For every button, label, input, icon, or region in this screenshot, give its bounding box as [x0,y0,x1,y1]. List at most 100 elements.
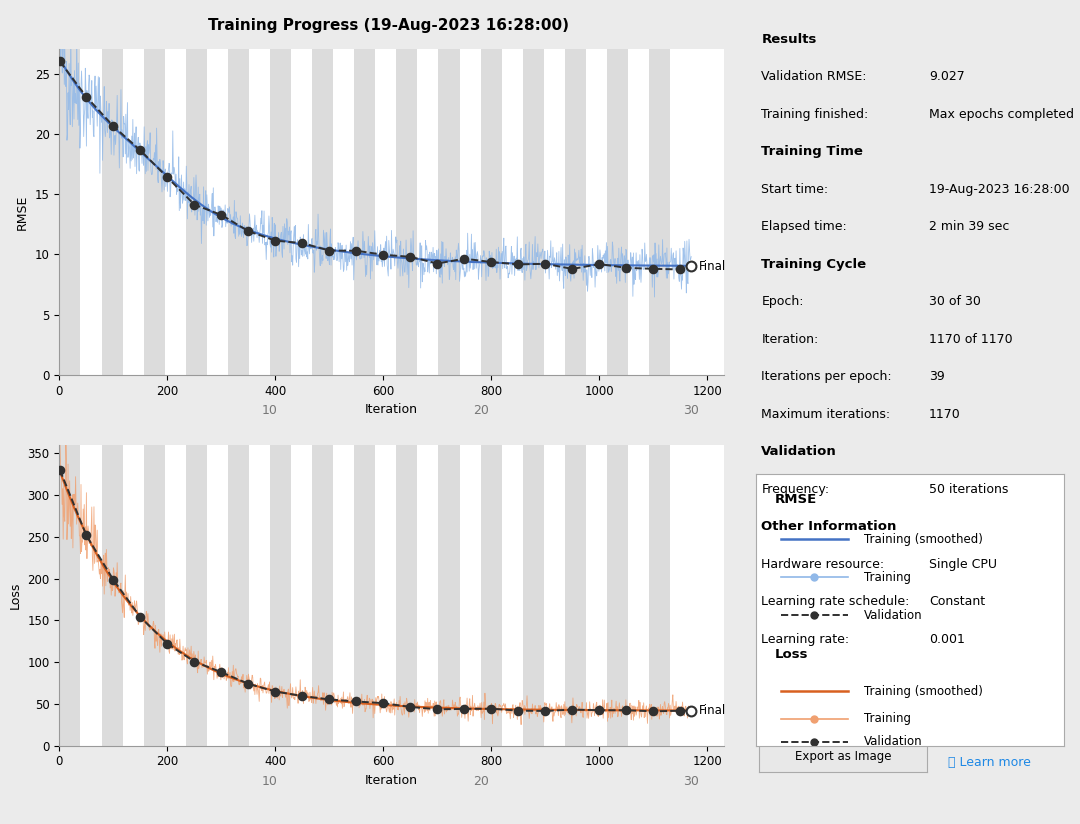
Point [52,463,69,476]
Point [672,705,689,718]
Point [618,261,635,274]
Point [564,703,581,716]
Bar [585,445,607,746]
Bar [523,49,543,375]
Bar [438,445,460,746]
Bar [354,49,376,375]
Point [618,704,635,717]
Point [52,55,69,68]
Bar [438,49,460,375]
Point [591,704,608,717]
Point [402,700,419,714]
Bar [59,49,81,375]
Text: 20: 20 [473,775,488,788]
Bar [417,49,438,375]
Text: Learning rate schedule:: Learning rate schedule: [761,596,909,608]
Text: Training Progress (19-Aug-2023 16:28:00): Training Progress (19-Aug-2023 16:28:00) [208,18,569,33]
Bar [270,445,292,746]
Bar [481,49,501,375]
Bar [186,49,207,375]
Bar [312,445,333,746]
Bar [670,445,691,746]
Text: 19-Aug-2023 16:28:00: 19-Aug-2023 16:28:00 [929,183,1069,196]
Text: 20: 20 [473,404,488,417]
Point [375,248,392,261]
Point [78,91,95,104]
Text: Results: Results [761,33,816,46]
Point [510,258,527,271]
Bar [501,445,523,746]
Point [267,685,284,698]
Point [672,263,689,276]
Point [240,225,257,238]
Text: 10: 10 [262,404,278,417]
Point [348,244,365,257]
Point [213,208,230,222]
Point [456,252,473,265]
Bar [207,445,228,746]
Text: 30 of 30: 30 of 30 [929,296,981,308]
Bar [81,445,102,746]
Point [159,637,176,650]
Bar [629,49,649,375]
Text: Validation: Validation [761,445,837,458]
Bar [607,49,629,375]
Bar [565,49,586,375]
Text: 30: 30 [684,404,699,417]
Bar [144,49,165,375]
Bar [228,49,249,375]
Y-axis label: Loss: Loss [9,582,22,609]
Bar [376,445,396,746]
Bar [460,445,481,746]
Text: Final: Final [700,260,727,273]
Point [186,655,203,668]
Text: ⓘ Learn more: ⓘ Learn more [948,756,1031,769]
Point [294,236,311,250]
Text: Learning rate:: Learning rate: [761,633,850,646]
Text: Maximum iterations:: Maximum iterations: [761,408,891,421]
Point [105,119,122,133]
Bar [292,445,312,746]
Text: Start time:: Start time: [761,183,828,196]
Bar [376,49,396,375]
Text: Validation: Validation [864,735,922,748]
Bar [523,445,543,746]
Point [132,611,149,624]
Point [591,257,608,270]
Bar [270,49,292,375]
Bar [228,445,249,746]
Text: RMSE: RMSE [774,493,816,506]
Point [510,704,527,717]
Bar [396,49,417,375]
Y-axis label: RMSE: RMSE [16,194,29,230]
Point [321,693,338,706]
Text: Final: Final [700,705,727,717]
Point [683,704,700,717]
Point [645,262,662,275]
Text: 2 min 39 sec: 2 min 39 sec [929,221,1009,233]
Text: Training: Training [864,712,910,725]
Point [321,244,338,257]
Text: Validation RMSE:: Validation RMSE: [761,71,867,83]
Point [402,250,419,264]
Text: Single CPU: Single CPU [929,558,997,571]
Point [645,705,662,718]
Text: Training Time: Training Time [761,146,863,158]
Text: Loss: Loss [774,648,808,661]
Text: Iterations per epoch:: Iterations per epoch: [761,371,892,383]
Point [78,529,95,542]
Bar [565,445,586,746]
Bar [354,445,376,746]
Point [483,255,500,269]
Bar [333,49,354,375]
Text: Training finished:: Training finished: [761,108,868,121]
Bar [165,445,186,746]
Text: 39: 39 [929,371,945,383]
Text: Training Cycle: Training Cycle [761,258,866,271]
Text: Epoch:: Epoch: [761,296,804,308]
Bar [670,49,691,375]
Text: Constant: Constant [929,596,985,608]
Bar [59,445,81,746]
Bar [607,445,629,746]
Bar [501,49,523,375]
